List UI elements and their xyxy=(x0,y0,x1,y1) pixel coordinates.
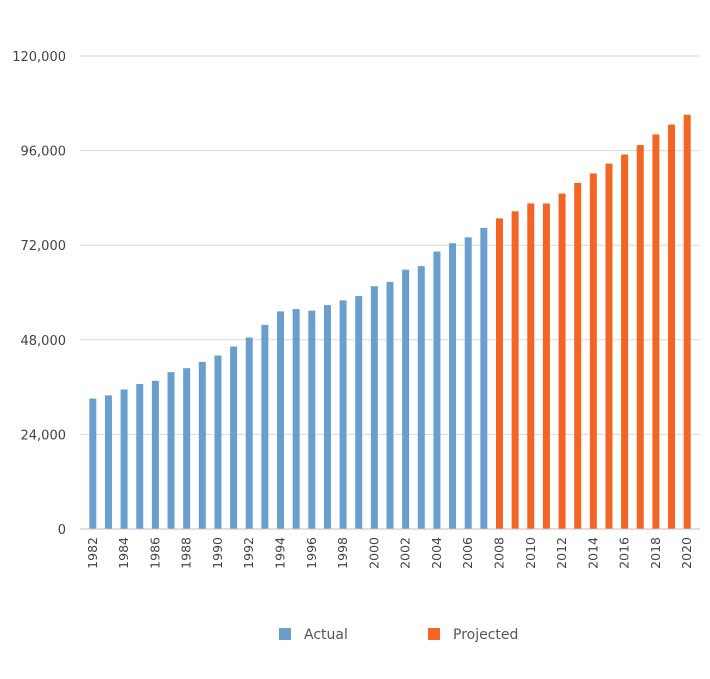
bar-actual-1999 xyxy=(355,296,363,529)
legend-item-actual: Actual xyxy=(279,627,348,643)
bar-projected-2014 xyxy=(589,173,597,529)
bar-projected-2009 xyxy=(511,211,519,529)
bar-actual-1989 xyxy=(198,361,206,529)
bar-projected-2012 xyxy=(558,193,566,530)
x-tick-label: 2014 xyxy=(585,537,600,569)
x-tick-label: 2020 xyxy=(679,537,694,569)
bar-projected-2008 xyxy=(495,218,503,529)
x-tick-label: 2016 xyxy=(617,537,632,569)
y-tick-label: 0 xyxy=(58,523,66,538)
bar-actual-2006 xyxy=(464,237,472,530)
bar-actual-1992 xyxy=(245,337,253,529)
x-tick-label: 2010 xyxy=(523,537,538,569)
bar-actual-1988 xyxy=(183,368,191,529)
x-tick-label: 2008 xyxy=(491,537,506,569)
x-tick-label: 2004 xyxy=(429,537,444,569)
x-tick-label: 2002 xyxy=(398,537,413,569)
bar-actual-1991 xyxy=(230,346,238,529)
bar-projected-2010 xyxy=(527,203,535,529)
y-tick-label: 72,000 xyxy=(21,239,67,254)
bar-projected-2015 xyxy=(605,163,613,530)
bar-actual-2005 xyxy=(449,243,457,529)
x-tick-label: 1988 xyxy=(179,537,194,569)
bar-actual-2002 xyxy=(402,269,410,529)
x-tick-label: 2018 xyxy=(648,537,663,569)
bar-actual-1996 xyxy=(308,310,316,529)
x-tick-label: 2012 xyxy=(554,537,569,569)
x-tick-label: 1992 xyxy=(241,537,256,569)
bar-projected-2018 xyxy=(652,134,660,530)
bar-actual-1987 xyxy=(167,372,175,529)
x-tick-label: 2006 xyxy=(460,537,475,569)
x-tick-label: 1982 xyxy=(85,537,100,569)
y-axis-tick-labels: 0 24,000 48,000 72,000 96,000 120,000 xyxy=(12,50,66,538)
bar-actual-2000 xyxy=(370,286,378,529)
bar-actual-1982 xyxy=(89,398,97,529)
x-tick-label: 1984 xyxy=(116,537,131,569)
bar-actual-1998 xyxy=(339,300,347,529)
bar-projected-2019 xyxy=(668,124,676,530)
legend-swatch-actual xyxy=(279,628,291,640)
x-tick-label: 1994 xyxy=(273,537,288,569)
bar-actual-1983 xyxy=(104,395,112,529)
x-tick-label: 1986 xyxy=(147,537,162,569)
bar-projected-2011 xyxy=(542,203,550,529)
x-axis-tick-labels: 1982 1984 1986 1988 1990 1992 1994 1996 1998 2000… xyxy=(85,537,694,569)
legend-label-projected: Projected xyxy=(453,627,518,643)
x-tick-label: 2000 xyxy=(366,537,381,569)
bar-actual-1994 xyxy=(277,311,285,529)
x-tick-label: 1990 xyxy=(210,537,225,569)
x-tick-label: 1996 xyxy=(304,537,319,569)
bar-actual-1995 xyxy=(292,309,300,529)
bar-actual-2003 xyxy=(417,266,425,529)
bar-projected-2020 xyxy=(683,114,691,529)
bar-actual-1993 xyxy=(261,324,269,529)
legend-swatch-projected xyxy=(428,628,440,640)
y-tick-label: 120,000 xyxy=(12,50,66,65)
y-tick-label: 96,000 xyxy=(21,145,67,160)
bar-actual-1984 xyxy=(120,389,128,529)
bar-actual-1990 xyxy=(214,355,222,529)
legend-label-actual: Actual xyxy=(304,627,348,643)
bar-actual-1985 xyxy=(136,383,144,529)
bars xyxy=(89,114,691,530)
y-tick-label: 24,000 xyxy=(21,428,67,443)
legend: Actual Projected xyxy=(279,627,518,643)
bar-actual-2004 xyxy=(433,251,441,530)
bar-projected-2013 xyxy=(574,182,582,529)
y-tick-label: 48,000 xyxy=(21,334,67,349)
legend-item-projected: Projected xyxy=(428,627,518,643)
bar-projected-2017 xyxy=(636,145,644,529)
bar-actual-1986 xyxy=(151,380,159,529)
x-tick-label: 1998 xyxy=(335,537,350,569)
bar-actual-2007 xyxy=(480,227,488,529)
bar-actual-1997 xyxy=(323,305,331,529)
bar-actual-2001 xyxy=(386,281,394,529)
bar-projected-2016 xyxy=(621,154,629,529)
